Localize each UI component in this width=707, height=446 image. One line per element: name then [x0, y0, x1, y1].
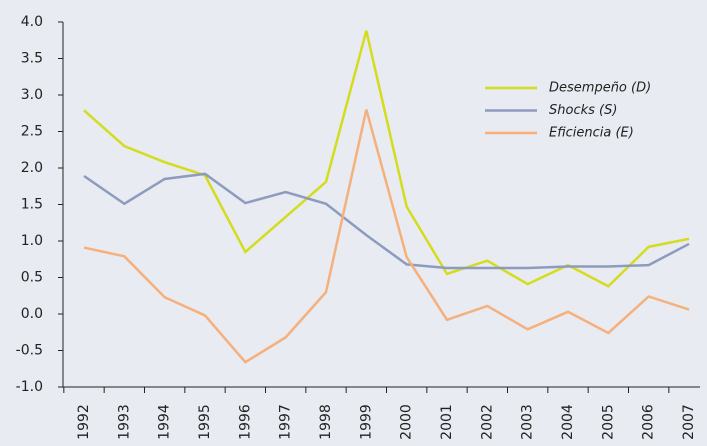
- x-tick-label: 1993: [116, 404, 132, 440]
- x-tick-label: 2005: [600, 404, 616, 440]
- x-tick-label: 1998: [318, 404, 334, 440]
- x-tick-label: 1999: [358, 404, 374, 440]
- x-tick-label: 2007: [681, 404, 697, 440]
- legend-label: Shocks (S): [549, 103, 617, 118]
- y-tick-label: 3.5: [21, 51, 43, 67]
- y-tick-label: 0.0: [21, 306, 43, 322]
- x-tick-label: 2006: [641, 404, 657, 440]
- y-tick-label: 3.0: [21, 87, 43, 103]
- x-tick-label: 1992: [76, 404, 92, 440]
- x-tick-label: 2003: [520, 404, 536, 440]
- legend-label: Desempeño (D): [549, 81, 651, 96]
- series-line: [83, 172, 690, 270]
- y-tick-label: -1.0: [16, 379, 43, 395]
- x-tick-label: 1994: [157, 404, 173, 440]
- series-line: [83, 30, 690, 288]
- series-line: [83, 109, 690, 364]
- x-tick-label: 2004: [560, 404, 576, 440]
- x-tick-label: 1995: [197, 404, 213, 440]
- y-tick-label: -0.5: [16, 343, 43, 359]
- y-tick-label: 2.0: [21, 160, 43, 176]
- y-tick-label: 1.0: [21, 233, 43, 249]
- x-tick-label: 1997: [278, 404, 294, 440]
- y-tick-label: 2.5: [21, 124, 43, 140]
- x-tick-label: 2001: [439, 404, 455, 440]
- y-tick-label: 0.5: [21, 270, 43, 286]
- y-tick-label: 1.5: [21, 197, 43, 213]
- x-tick-label: 2000: [399, 404, 415, 440]
- x-tick-label: 1996: [237, 404, 253, 440]
- y-tick-label: 4.0: [21, 14, 43, 30]
- legend-label: Eficiencia (E): [549, 126, 634, 141]
- x-tick-label: 2002: [479, 404, 495, 440]
